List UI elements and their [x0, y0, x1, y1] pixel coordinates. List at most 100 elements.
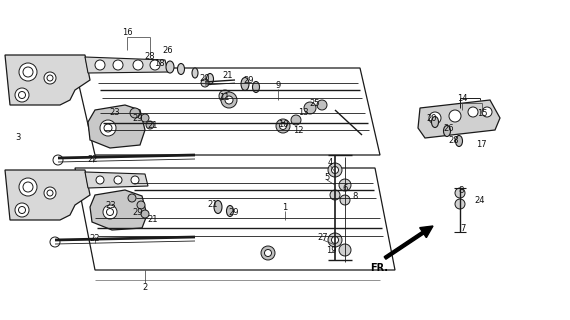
Text: 11: 11 — [219, 92, 229, 101]
Circle shape — [261, 246, 275, 260]
Ellipse shape — [206, 74, 214, 84]
Circle shape — [225, 96, 233, 104]
Text: 3: 3 — [15, 132, 21, 141]
Text: 22: 22 — [88, 155, 98, 164]
Text: 25: 25 — [310, 99, 320, 108]
Circle shape — [339, 244, 351, 256]
Text: 29: 29 — [229, 207, 239, 217]
Circle shape — [18, 92, 26, 99]
Circle shape — [23, 67, 33, 77]
Circle shape — [19, 63, 37, 81]
Circle shape — [114, 176, 122, 184]
Text: 16: 16 — [121, 28, 132, 36]
Circle shape — [482, 107, 492, 117]
Polygon shape — [85, 57, 168, 73]
Text: 1: 1 — [282, 203, 288, 212]
Polygon shape — [418, 100, 500, 138]
Ellipse shape — [214, 201, 222, 213]
Circle shape — [96, 176, 104, 184]
Circle shape — [317, 100, 327, 110]
Ellipse shape — [455, 135, 462, 147]
Circle shape — [107, 209, 113, 215]
Circle shape — [104, 124, 112, 132]
Circle shape — [133, 60, 143, 70]
Circle shape — [455, 188, 465, 198]
Text: 15: 15 — [477, 108, 487, 117]
Text: 9: 9 — [275, 81, 280, 90]
Circle shape — [279, 123, 287, 130]
Text: 28: 28 — [449, 135, 459, 145]
Circle shape — [291, 115, 301, 125]
Circle shape — [15, 203, 29, 217]
Text: 12: 12 — [293, 125, 303, 134]
Circle shape — [330, 190, 340, 200]
Text: 29: 29 — [244, 76, 254, 84]
FancyArrow shape — [384, 226, 433, 259]
Circle shape — [130, 108, 140, 118]
Circle shape — [137, 201, 145, 209]
Text: 24: 24 — [475, 196, 485, 204]
Circle shape — [264, 250, 271, 257]
Text: 17: 17 — [476, 140, 486, 148]
Circle shape — [47, 75, 53, 81]
Text: 7: 7 — [461, 223, 466, 233]
Polygon shape — [85, 172, 148, 188]
Text: 21: 21 — [148, 121, 158, 130]
Text: FR.: FR. — [370, 263, 388, 273]
Circle shape — [95, 60, 105, 70]
Text: 10: 10 — [278, 119, 288, 129]
Circle shape — [131, 176, 139, 184]
Circle shape — [103, 205, 117, 219]
Circle shape — [44, 72, 56, 84]
Circle shape — [332, 166, 339, 173]
Text: 6: 6 — [343, 183, 348, 193]
Ellipse shape — [166, 61, 174, 73]
Circle shape — [221, 92, 237, 108]
Circle shape — [276, 119, 290, 133]
Circle shape — [201, 79, 209, 87]
Text: 20: 20 — [200, 74, 210, 83]
Text: 20: 20 — [427, 114, 437, 123]
Polygon shape — [75, 168, 395, 270]
Circle shape — [150, 60, 160, 70]
Circle shape — [47, 190, 53, 196]
Circle shape — [339, 179, 351, 191]
Text: 2: 2 — [142, 283, 148, 292]
Text: 5: 5 — [324, 172, 329, 181]
Circle shape — [449, 110, 461, 122]
Circle shape — [18, 206, 26, 213]
Circle shape — [219, 90, 231, 102]
Circle shape — [50, 237, 60, 247]
Text: 26: 26 — [162, 45, 173, 54]
Circle shape — [15, 88, 29, 102]
Circle shape — [332, 236, 339, 244]
Ellipse shape — [226, 205, 234, 217]
Circle shape — [141, 114, 149, 122]
Text: 27: 27 — [317, 233, 328, 242]
Polygon shape — [75, 68, 380, 155]
Circle shape — [53, 155, 63, 165]
Circle shape — [328, 233, 342, 247]
Text: 23: 23 — [105, 201, 116, 210]
Polygon shape — [5, 55, 90, 105]
Circle shape — [100, 120, 116, 136]
Text: 23: 23 — [109, 108, 120, 116]
Text: 28: 28 — [145, 52, 155, 60]
Circle shape — [340, 195, 350, 205]
Circle shape — [455, 199, 465, 209]
Text: 13: 13 — [298, 108, 308, 116]
Text: 21: 21 — [223, 70, 233, 79]
Circle shape — [44, 187, 56, 199]
Text: 29: 29 — [133, 207, 143, 217]
Circle shape — [23, 182, 33, 192]
Polygon shape — [90, 190, 147, 230]
Text: 29: 29 — [133, 114, 143, 123]
Circle shape — [141, 210, 149, 218]
Circle shape — [128, 194, 136, 202]
Text: 8: 8 — [352, 191, 358, 201]
Ellipse shape — [192, 68, 198, 78]
Circle shape — [328, 163, 342, 177]
Ellipse shape — [431, 116, 438, 127]
Ellipse shape — [241, 77, 249, 91]
Ellipse shape — [443, 125, 450, 137]
